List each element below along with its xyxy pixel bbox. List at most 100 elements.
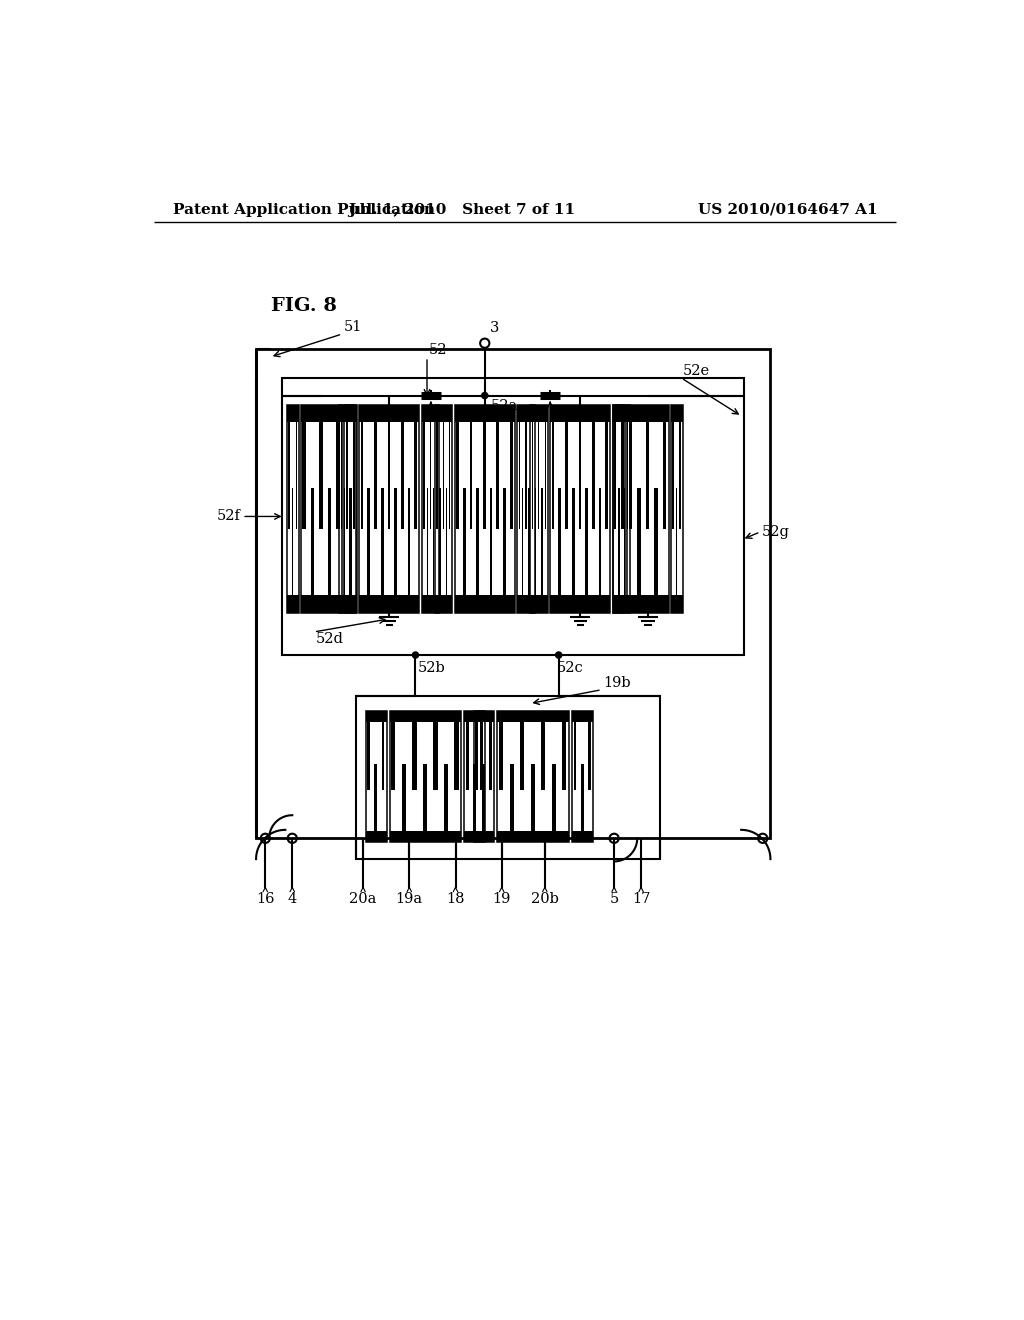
Bar [592, 422, 595, 529]
Bar [435, 405, 453, 612]
Bar [301, 595, 342, 612]
Bar [388, 422, 390, 529]
Bar [483, 422, 485, 529]
Bar [531, 422, 534, 529]
Bar [552, 422, 554, 529]
Bar [489, 488, 493, 595]
Bar [366, 832, 387, 842]
Bar [612, 405, 631, 422]
Bar [470, 422, 472, 529]
Bar [531, 422, 532, 529]
Bar [572, 711, 593, 722]
Bar [539, 422, 540, 529]
Bar [442, 422, 444, 529]
Bar [558, 488, 561, 595]
Bar [519, 422, 520, 529]
Bar [503, 488, 506, 595]
Bar [498, 711, 569, 722]
Bar [344, 405, 356, 612]
Bar [339, 405, 356, 422]
Bar [439, 488, 440, 595]
Bar [517, 405, 535, 612]
Bar [457, 422, 459, 529]
Bar [344, 488, 345, 595]
Bar [256, 350, 770, 838]
Bar [572, 711, 593, 842]
Text: 18: 18 [446, 892, 465, 907]
Bar [422, 595, 439, 612]
Bar [423, 422, 425, 529]
Bar [475, 722, 478, 789]
Text: 52f: 52f [217, 510, 241, 524]
Bar [627, 422, 629, 529]
Bar [401, 422, 403, 529]
Bar [296, 422, 297, 529]
Bar [473, 764, 476, 832]
Bar [572, 832, 593, 842]
Bar [530, 405, 548, 422]
Bar [381, 488, 384, 595]
Bar [545, 422, 546, 529]
Bar [530, 405, 548, 612]
Bar [573, 722, 577, 789]
Bar [525, 422, 526, 529]
Bar [628, 595, 669, 612]
Bar [366, 711, 387, 842]
Bar [617, 488, 618, 595]
Bar [423, 764, 427, 832]
Bar [480, 722, 483, 789]
Bar [463, 488, 466, 595]
Bar [473, 711, 495, 722]
Bar [292, 488, 294, 595]
Bar [679, 422, 681, 529]
Text: 3: 3 [489, 322, 499, 335]
Bar [621, 422, 622, 529]
Bar [341, 422, 342, 529]
Circle shape [556, 652, 562, 659]
Bar [344, 405, 356, 422]
Bar [510, 422, 513, 529]
Bar [408, 488, 411, 595]
Bar [301, 405, 342, 422]
Bar [350, 488, 351, 595]
Bar [628, 405, 669, 422]
Bar [550, 595, 610, 612]
Bar [436, 422, 437, 529]
Bar [356, 696, 660, 859]
Bar [581, 764, 584, 832]
Bar [497, 422, 499, 529]
Text: 19b: 19b [603, 676, 631, 689]
Bar [464, 832, 485, 842]
Bar [283, 378, 744, 655]
Bar [287, 595, 299, 612]
Bar [368, 488, 370, 595]
Text: 52: 52 [429, 343, 447, 358]
Bar [510, 764, 514, 832]
Bar [359, 405, 419, 422]
Bar [445, 488, 447, 595]
Bar [435, 595, 453, 612]
Bar [301, 405, 342, 612]
Bar [289, 422, 290, 529]
Bar [349, 488, 350, 595]
Bar [435, 405, 453, 422]
Bar [436, 422, 437, 529]
Circle shape [413, 652, 419, 659]
Bar [464, 711, 485, 842]
Bar [353, 422, 355, 529]
Bar [552, 764, 556, 832]
Text: 19a: 19a [395, 892, 423, 907]
Bar [319, 422, 323, 529]
Bar [623, 422, 624, 529]
Bar [450, 422, 451, 529]
Bar [499, 722, 503, 789]
Text: 16: 16 [256, 892, 274, 907]
Bar [517, 595, 535, 612]
Bar [498, 711, 569, 842]
Bar [345, 422, 347, 529]
Bar [287, 405, 299, 612]
Bar [613, 405, 626, 612]
Bar [344, 595, 356, 612]
Text: 20b: 20b [530, 892, 559, 907]
Bar [401, 764, 406, 832]
